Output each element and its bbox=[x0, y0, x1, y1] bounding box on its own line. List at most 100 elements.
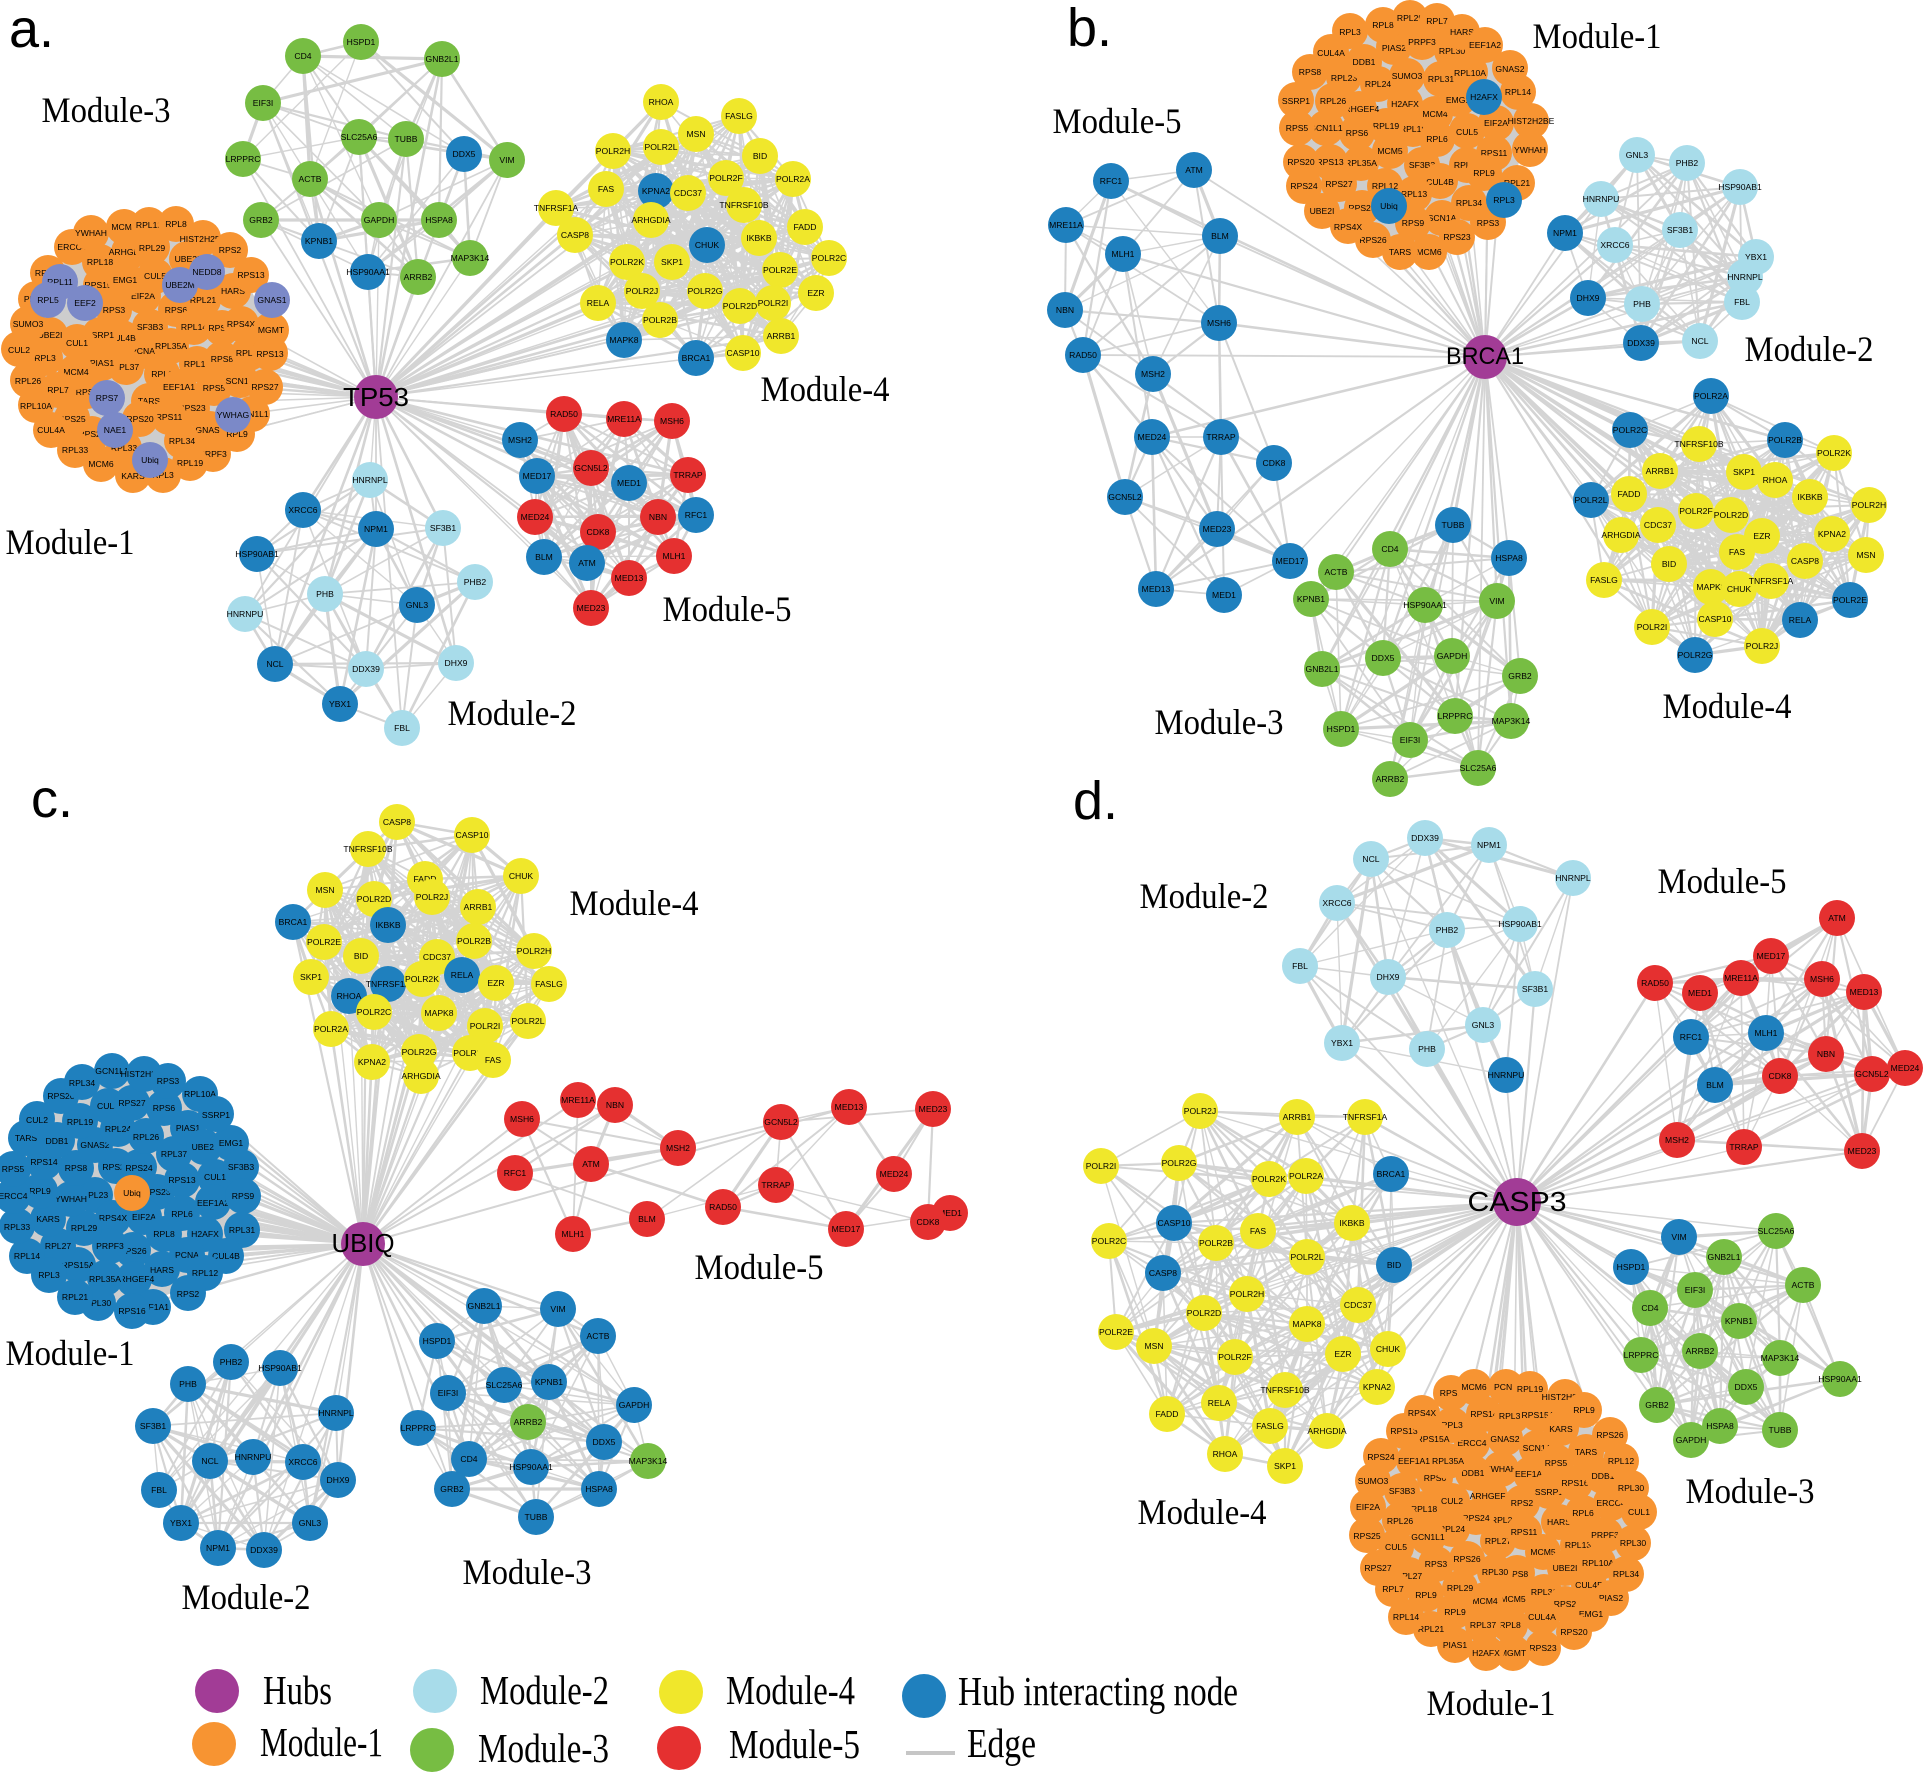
svg-text:HSPD1: HSPD1 bbox=[423, 1336, 452, 1346]
svg-text:RPS8: RPS8 bbox=[65, 1163, 88, 1173]
svg-text:PHB2: PHB2 bbox=[220, 1357, 243, 1367]
svg-text:RPL21: RPL21 bbox=[190, 295, 216, 305]
svg-text:SLC25A6: SLC25A6 bbox=[1460, 763, 1497, 773]
svg-text:Module-4: Module-4 bbox=[1663, 686, 1792, 726]
svg-text:RPS13: RPS13 bbox=[1316, 157, 1343, 167]
svg-text:RPS14: RPS14 bbox=[30, 1157, 57, 1167]
svg-text:MSH6: MSH6 bbox=[660, 416, 684, 426]
svg-text:RPL31: RPL31 bbox=[1428, 74, 1454, 84]
svg-text:RPS7: RPS7 bbox=[96, 393, 119, 403]
svg-text:CHUK: CHUK bbox=[509, 871, 534, 881]
svg-text:NBN: NBN bbox=[1817, 1049, 1835, 1059]
svg-text:CUL5: CUL5 bbox=[1456, 127, 1478, 137]
svg-text:RPS13: RPS13 bbox=[237, 270, 264, 280]
svg-text:RPS16: RPS16 bbox=[118, 1306, 145, 1316]
svg-text:XRCC6: XRCC6 bbox=[1600, 240, 1629, 250]
svg-text:RPL37: RPL37 bbox=[161, 1149, 187, 1159]
svg-text:CASP10: CASP10 bbox=[727, 348, 760, 358]
svg-text:EIF2A: EIF2A bbox=[1356, 1502, 1380, 1512]
svg-text:HSP90AB1: HSP90AB1 bbox=[1718, 182, 1762, 192]
svg-text:RELA: RELA bbox=[587, 298, 610, 308]
svg-text:HARS: HARS bbox=[150, 1265, 174, 1275]
svg-text:HNRNPU: HNRNPU bbox=[227, 609, 264, 619]
svg-text:SCN1A: SCN1A bbox=[226, 376, 255, 386]
svg-text:ARHGDIA: ARHGDIA bbox=[1601, 530, 1640, 540]
svg-text:POLR2E: POLR2E bbox=[1833, 595, 1867, 605]
svg-text:GNL3: GNL3 bbox=[406, 600, 429, 610]
svg-text:RPL9: RPL9 bbox=[1573, 1405, 1595, 1415]
svg-text:POLR2E: POLR2E bbox=[307, 937, 341, 947]
svg-text:MSN: MSN bbox=[1144, 1341, 1163, 1351]
svg-text:CUL5: CUL5 bbox=[144, 271, 166, 281]
svg-text:RPL23: RPL23 bbox=[82, 1190, 108, 1200]
svg-text:RPL26: RPL26 bbox=[1320, 96, 1346, 106]
svg-text:IKBKB: IKBKB bbox=[1797, 492, 1823, 502]
svg-text:ATM: ATM bbox=[1828, 913, 1846, 923]
svg-text:TARS: TARS bbox=[1575, 1447, 1598, 1457]
svg-text:PIAS2: PIAS2 bbox=[1599, 1593, 1624, 1603]
svg-text:GCN5L2: GCN5L2 bbox=[764, 1117, 798, 1127]
svg-text:KPNB1: KPNB1 bbox=[1297, 594, 1325, 604]
svg-text:EIF3I: EIF3I bbox=[438, 1388, 459, 1398]
svg-text:RFC1: RFC1 bbox=[685, 510, 708, 520]
svg-text:H2AFX: H2AFX bbox=[191, 1229, 219, 1239]
svg-text:ARRB2: ARRB2 bbox=[1686, 1346, 1715, 1356]
svg-text:Ubiq: Ubiq bbox=[123, 1188, 141, 1198]
svg-text:MED23: MED23 bbox=[1203, 524, 1232, 534]
svg-text:RPS25: RPS25 bbox=[1348, 203, 1375, 213]
svg-text:RPS20: RPS20 bbox=[1287, 157, 1314, 167]
svg-text:RPL34: RPL34 bbox=[1456, 198, 1482, 208]
svg-text:MLH1: MLH1 bbox=[562, 1229, 585, 1239]
svg-text:EEF1A1: EEF1A1 bbox=[137, 1302, 169, 1312]
svg-text:RPL21: RPL21 bbox=[62, 1292, 88, 1302]
svg-text:MAPK8: MAPK8 bbox=[609, 335, 638, 345]
svg-text:MSH2: MSH2 bbox=[508, 435, 532, 445]
svg-text:MED24: MED24 bbox=[1138, 432, 1167, 442]
svg-text:MED13: MED13 bbox=[835, 1102, 864, 1112]
svg-text:Module-4: Module-4 bbox=[726, 1667, 855, 1713]
svg-text:ACTB: ACTB bbox=[1792, 1280, 1815, 1290]
svg-text:CDC37: CDC37 bbox=[1644, 520, 1672, 530]
svg-text:POLR2C: POLR2C bbox=[357, 1007, 391, 1017]
svg-text:RPL31: RPL31 bbox=[1531, 1587, 1557, 1597]
svg-text:SF3B3: SF3B3 bbox=[228, 1162, 254, 1172]
svg-text:RPS27: RPS27 bbox=[1325, 179, 1352, 189]
svg-text:Module-1: Module-1 bbox=[1427, 1683, 1556, 1723]
svg-text:SF3B3: SF3B3 bbox=[1409, 160, 1435, 170]
svg-text:RPL18: RPL18 bbox=[1411, 1504, 1437, 1514]
svg-text:RPL9: RPL9 bbox=[1444, 1607, 1466, 1617]
svg-text:NPM1: NPM1 bbox=[206, 1543, 230, 1553]
svg-text:GCN5L2: GCN5L2 bbox=[574, 463, 608, 473]
svg-text:GNAS2: GNAS2 bbox=[195, 425, 224, 435]
svg-text:SF3B3: SF3B3 bbox=[137, 322, 163, 332]
svg-text:HIST2H2BE: HIST2H2BE bbox=[1508, 116, 1555, 126]
svg-text:RPS9: RPS9 bbox=[1440, 1388, 1463, 1398]
svg-text:MAPK8: MAPK8 bbox=[1696, 582, 1725, 592]
svg-text:CASP8: CASP8 bbox=[561, 230, 589, 240]
svg-text:DDX5: DDX5 bbox=[1372, 653, 1395, 663]
svg-text:POLR2J: POLR2J bbox=[1746, 641, 1778, 651]
svg-text:RELA: RELA bbox=[1208, 1398, 1231, 1408]
svg-text:RPL12: RPL12 bbox=[1372, 181, 1398, 191]
svg-text:CDC37: CDC37 bbox=[1344, 1300, 1372, 1310]
svg-text:SKP1: SKP1 bbox=[1733, 467, 1755, 477]
svg-text:GCN1L1: GCN1L1 bbox=[235, 409, 269, 419]
svg-text:CASP10: CASP10 bbox=[1158, 1218, 1191, 1228]
svg-text:NPM1: NPM1 bbox=[364, 524, 388, 534]
svg-text:RPS5: RPS5 bbox=[1286, 123, 1309, 133]
svg-text:RHOA: RHOA bbox=[1763, 475, 1788, 485]
svg-text:RPL3: RPL3 bbox=[1441, 1420, 1463, 1430]
svg-text:SUMO3: SUMO3 bbox=[1358, 1476, 1389, 1486]
svg-text:RPS23: RPS23 bbox=[1443, 232, 1470, 242]
svg-text:KPNB1: KPNB1 bbox=[1725, 1316, 1753, 1326]
svg-text:RPS25: RPS25 bbox=[102, 1162, 129, 1172]
svg-text:EZR: EZR bbox=[807, 288, 824, 298]
svg-text:EIF3I: EIF3I bbox=[253, 98, 274, 108]
svg-text:CASP10: CASP10 bbox=[1699, 614, 1732, 624]
svg-text:RPS23: RPS23 bbox=[1529, 1643, 1556, 1653]
svg-text:HIST2H2BE: HIST2H2BE bbox=[121, 1069, 168, 1079]
svg-text:ARHGDIA: ARHGDIA bbox=[631, 215, 670, 225]
svg-text:RPL8: RPL8 bbox=[1499, 1620, 1521, 1630]
svg-text:RPL30: RPL30 bbox=[85, 1298, 111, 1308]
svg-text:RPS11: RPS11 bbox=[1511, 1527, 1538, 1537]
